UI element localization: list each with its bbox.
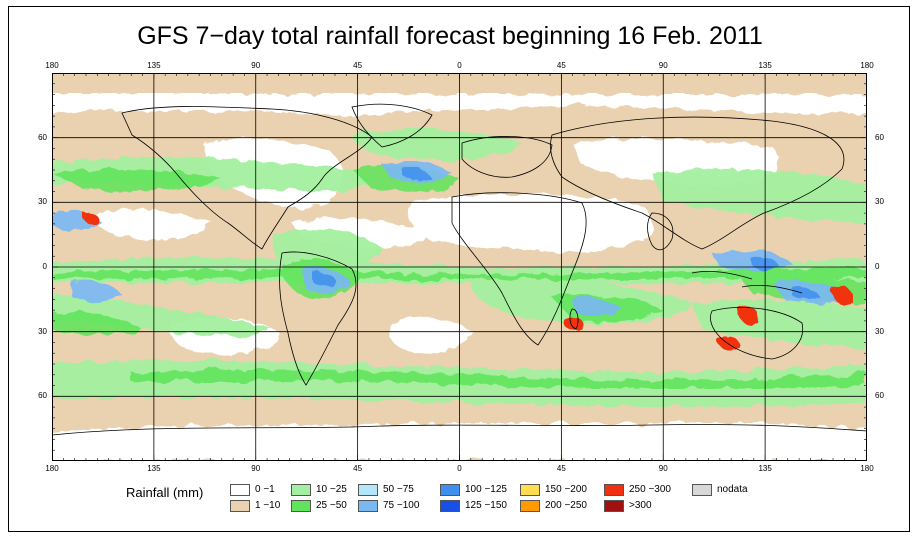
- lon-label-bottom: 135: [147, 464, 161, 473]
- lon-label-bottom: 45: [353, 464, 363, 473]
- legend-swatch: [520, 484, 540, 496]
- legend-swatch: [358, 484, 378, 496]
- legend-label: 10 −25: [316, 484, 347, 495]
- lon-label-top: 0: [457, 61, 462, 70]
- lat-label-left: 30: [38, 197, 47, 207]
- legend-label: 75 −100: [383, 500, 420, 511]
- legend-swatch: [604, 500, 624, 512]
- continent-outlines: [52, 103, 867, 436]
- lat-label-left: 60: [38, 132, 47, 142]
- map-title: GFS 7−day total rainfall forecast beginn…: [137, 22, 763, 50]
- legend-title: Rainfall (mm): [126, 485, 204, 500]
- legend-label: 125 −150: [465, 500, 507, 511]
- lat-label-right: 60: [875, 391, 884, 401]
- legend-label: nodata: [717, 484, 748, 495]
- legend-swatch: [520, 500, 540, 512]
- lon-label-bottom: 45: [556, 464, 566, 473]
- legend-swatch: [440, 484, 460, 496]
- lon-label-bottom: 90: [658, 464, 668, 473]
- lat-label-right: 60: [875, 132, 884, 142]
- legend-label: 1 −10: [255, 500, 281, 511]
- legend-label: 250 −300: [629, 484, 671, 495]
- lat-label-left: 0: [42, 262, 47, 271]
- border-ticks: [51, 72, 868, 462]
- lat-label-right: 30: [875, 197, 884, 207]
- legend-label: 150 −200: [545, 484, 587, 495]
- graticule: [52, 73, 867, 461]
- legend: Rainfall (mm) 0 −1 1 −10 10 −25 25 −50 50 −7…: [0, 484, 920, 524]
- lon-label-top: 180: [45, 61, 59, 70]
- rainfall-map: [51, 72, 868, 462]
- lat-label-right: 0: [875, 262, 880, 271]
- legend-swatch: [692, 484, 712, 496]
- legend-swatch: [230, 500, 250, 512]
- legend-swatch: [230, 484, 250, 496]
- map-container: [51, 72, 868, 466]
- lon-label-top: 135: [758, 61, 772, 70]
- legend-label: 25 −50: [316, 500, 347, 511]
- lat-label-right: 30: [875, 326, 884, 336]
- lat-label-left: 60: [38, 391, 47, 401]
- legend-label: 50 −75: [383, 484, 414, 495]
- legend-swatch: [440, 500, 460, 512]
- legend-label: >300: [629, 500, 652, 511]
- lon-label-bottom: 180: [45, 464, 59, 473]
- lon-label-bottom: 180: [860, 464, 874, 473]
- lon-label-top: 45: [353, 61, 363, 70]
- lon-label-top: 90: [658, 61, 668, 70]
- lon-label-top: 135: [147, 61, 161, 70]
- lon-label-top: 90: [251, 61, 261, 70]
- legend-label: 200 −250: [545, 500, 587, 511]
- legend-swatch: [291, 500, 311, 512]
- lon-label-bottom: 0: [457, 464, 462, 473]
- legend-swatch: [358, 500, 378, 512]
- lon-label-bottom: 90: [251, 464, 261, 473]
- lon-label-bottom: 135: [758, 464, 772, 473]
- lon-label-top: 45: [556, 61, 566, 70]
- lon-label-top: 180: [860, 61, 874, 70]
- legend-swatch: [604, 484, 624, 496]
- legend-swatch: [291, 484, 311, 496]
- legend-label: 0 −1: [255, 484, 275, 495]
- figure-frame: [8, 6, 910, 532]
- lat-label-left: 30: [38, 326, 47, 336]
- legend-label: 100 −125: [465, 484, 507, 495]
